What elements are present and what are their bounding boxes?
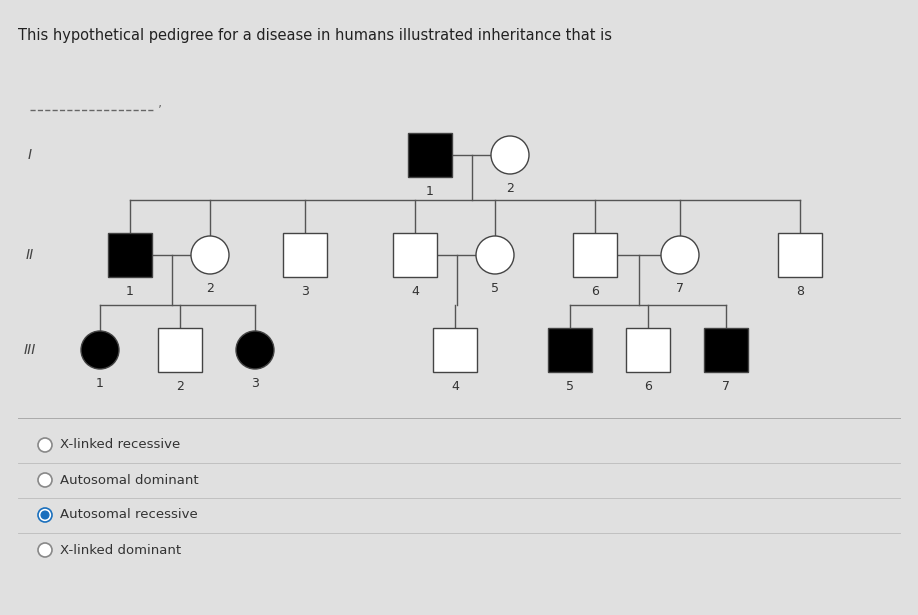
Text: 2: 2 <box>206 282 214 295</box>
Bar <box>408 133 452 177</box>
Bar <box>283 233 327 277</box>
Text: 1: 1 <box>96 377 104 390</box>
Bar <box>778 233 822 277</box>
Text: ’: ’ <box>158 103 162 116</box>
Text: 7: 7 <box>722 380 730 393</box>
Text: III: III <box>24 343 36 357</box>
Bar <box>626 328 670 372</box>
Bar <box>573 233 617 277</box>
Text: 1: 1 <box>126 285 134 298</box>
Text: X-linked dominant: X-linked dominant <box>60 544 181 557</box>
Bar <box>704 328 748 372</box>
Circle shape <box>81 331 119 369</box>
Text: 5: 5 <box>491 282 499 295</box>
Text: 3: 3 <box>301 285 309 298</box>
Text: Autosomal recessive: Autosomal recessive <box>60 509 197 522</box>
Circle shape <box>41 511 49 519</box>
Text: 8: 8 <box>796 285 804 298</box>
Text: 3: 3 <box>251 377 259 390</box>
Circle shape <box>38 438 52 452</box>
Circle shape <box>476 236 514 274</box>
Circle shape <box>491 136 529 174</box>
Text: X-linked recessive: X-linked recessive <box>60 438 180 451</box>
Text: 7: 7 <box>676 282 684 295</box>
Bar <box>548 328 592 372</box>
Bar <box>108 233 152 277</box>
Circle shape <box>236 331 274 369</box>
Circle shape <box>191 236 229 274</box>
Text: I: I <box>28 148 32 162</box>
Text: This hypothetical pedigree for a disease in humans illustrated inheritance that : This hypothetical pedigree for a disease… <box>18 28 612 43</box>
Text: 4: 4 <box>411 285 419 298</box>
Text: II: II <box>26 248 34 262</box>
Text: 2: 2 <box>506 182 514 195</box>
Text: 6: 6 <box>644 380 652 393</box>
Bar <box>393 233 437 277</box>
Circle shape <box>661 236 699 274</box>
Text: 5: 5 <box>566 380 574 393</box>
Text: Autosomal dominant: Autosomal dominant <box>60 474 198 486</box>
Circle shape <box>38 543 52 557</box>
Circle shape <box>38 473 52 487</box>
Bar <box>158 328 202 372</box>
Text: 2: 2 <box>176 380 184 393</box>
Text: 4: 4 <box>451 380 459 393</box>
Text: 6: 6 <box>591 285 599 298</box>
Bar <box>433 328 477 372</box>
Text: 1: 1 <box>426 185 434 198</box>
Circle shape <box>38 508 52 522</box>
